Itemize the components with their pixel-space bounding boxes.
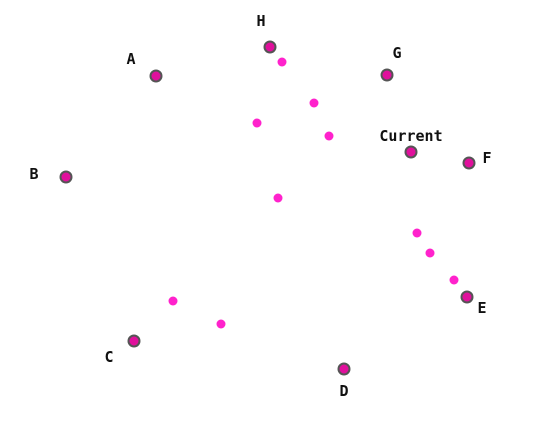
path-dot: [273, 193, 283, 203]
node-label: G: [392, 44, 401, 62]
node-marker: [127, 334, 141, 348]
node-marker: [380, 68, 394, 82]
path-dots: [168, 57, 459, 329]
node-C: C: [104, 334, 141, 366]
node-label: H: [256, 12, 265, 30]
node-B: B: [29, 165, 73, 184]
node-F: F: [462, 149, 492, 170]
node-E: E: [460, 290, 487, 317]
path-dot: [412, 228, 422, 238]
node-label: D: [339, 382, 348, 400]
node-D: D: [337, 362, 351, 400]
node-label: F: [482, 149, 491, 167]
node-label: A: [126, 50, 135, 68]
node-label: B: [29, 165, 38, 183]
path-dot: [168, 296, 178, 306]
node-H: H: [256, 12, 277, 54]
node-current: Current: [379, 127, 443, 159]
node-marker: [460, 290, 474, 304]
node-marker: [263, 40, 277, 54]
node-marker: [149, 69, 163, 83]
path-dot: [216, 319, 226, 329]
node-marker: [404, 145, 418, 159]
node-label: E: [477, 299, 486, 317]
node-marker: [337, 362, 351, 376]
path-dot: [425, 248, 435, 258]
path-dot: [449, 275, 459, 285]
path-dot: [277, 57, 287, 67]
path-dot: [324, 131, 334, 141]
node-G: G: [380, 44, 402, 82]
path-dot: [252, 118, 262, 128]
node-label: Current: [379, 127, 442, 145]
node-marker: [462, 156, 476, 170]
node-A: A: [126, 50, 163, 83]
path-dot: [309, 98, 319, 108]
node-marker: [59, 170, 73, 184]
node-label: C: [104, 348, 113, 366]
